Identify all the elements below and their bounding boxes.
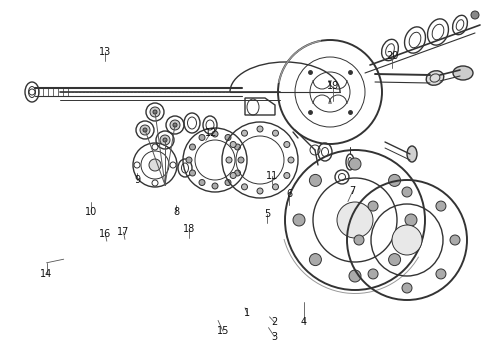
Circle shape — [272, 130, 278, 136]
Circle shape — [170, 120, 180, 130]
Circle shape — [150, 107, 160, 117]
Text: 2: 2 — [271, 317, 277, 327]
Text: 9: 9 — [134, 175, 140, 185]
Circle shape — [392, 225, 422, 255]
Circle shape — [242, 130, 247, 136]
Circle shape — [309, 174, 321, 186]
Circle shape — [186, 157, 192, 163]
Circle shape — [225, 135, 231, 140]
Text: 1: 1 — [245, 308, 250, 318]
Text: 7: 7 — [350, 186, 356, 196]
Circle shape — [153, 110, 157, 114]
Circle shape — [160, 135, 170, 145]
Circle shape — [230, 141, 236, 148]
Text: 6: 6 — [286, 189, 292, 199]
Circle shape — [257, 188, 263, 194]
Circle shape — [337, 202, 373, 238]
Circle shape — [402, 283, 412, 293]
Circle shape — [389, 174, 401, 186]
Text: 4: 4 — [301, 317, 307, 327]
Circle shape — [450, 235, 460, 245]
Text: 20: 20 — [386, 51, 398, 61]
Circle shape — [163, 138, 167, 142]
Circle shape — [225, 180, 231, 185]
Circle shape — [212, 183, 218, 189]
Text: 11: 11 — [266, 171, 278, 181]
Circle shape — [405, 214, 417, 226]
Circle shape — [143, 128, 147, 132]
Circle shape — [272, 184, 278, 190]
Circle shape — [235, 170, 241, 176]
Circle shape — [190, 144, 196, 150]
Circle shape — [140, 125, 150, 135]
Circle shape — [235, 144, 241, 150]
Text: 19: 19 — [327, 81, 339, 91]
Circle shape — [309, 253, 321, 266]
Text: 8: 8 — [173, 207, 179, 217]
Text: 3: 3 — [271, 332, 277, 342]
Text: 17: 17 — [117, 227, 130, 237]
Circle shape — [190, 170, 196, 176]
Circle shape — [238, 157, 244, 163]
Circle shape — [199, 135, 205, 140]
Circle shape — [288, 157, 294, 163]
Ellipse shape — [453, 66, 473, 80]
Circle shape — [226, 157, 232, 163]
Text: 18: 18 — [183, 224, 195, 234]
Circle shape — [354, 235, 364, 245]
Circle shape — [402, 187, 412, 197]
Circle shape — [257, 126, 263, 132]
Circle shape — [293, 214, 305, 226]
Text: 5: 5 — [264, 209, 270, 219]
Circle shape — [284, 172, 290, 179]
Text: 13: 13 — [99, 47, 112, 57]
Text: 14: 14 — [41, 269, 53, 279]
Circle shape — [199, 180, 205, 185]
Text: 12: 12 — [204, 128, 217, 138]
Text: 16: 16 — [99, 229, 112, 239]
Circle shape — [242, 184, 247, 190]
Text: 15: 15 — [217, 326, 229, 336]
Ellipse shape — [407, 146, 417, 162]
Circle shape — [368, 269, 378, 279]
Circle shape — [212, 131, 218, 137]
Circle shape — [368, 201, 378, 211]
Circle shape — [436, 269, 446, 279]
Text: 10: 10 — [85, 207, 97, 217]
Circle shape — [173, 123, 177, 127]
Circle shape — [230, 172, 236, 179]
Circle shape — [436, 201, 446, 211]
Circle shape — [471, 11, 479, 19]
Circle shape — [284, 141, 290, 148]
Ellipse shape — [426, 71, 444, 85]
Circle shape — [149, 159, 161, 171]
Circle shape — [349, 270, 361, 282]
Circle shape — [349, 158, 361, 170]
Circle shape — [389, 253, 401, 266]
